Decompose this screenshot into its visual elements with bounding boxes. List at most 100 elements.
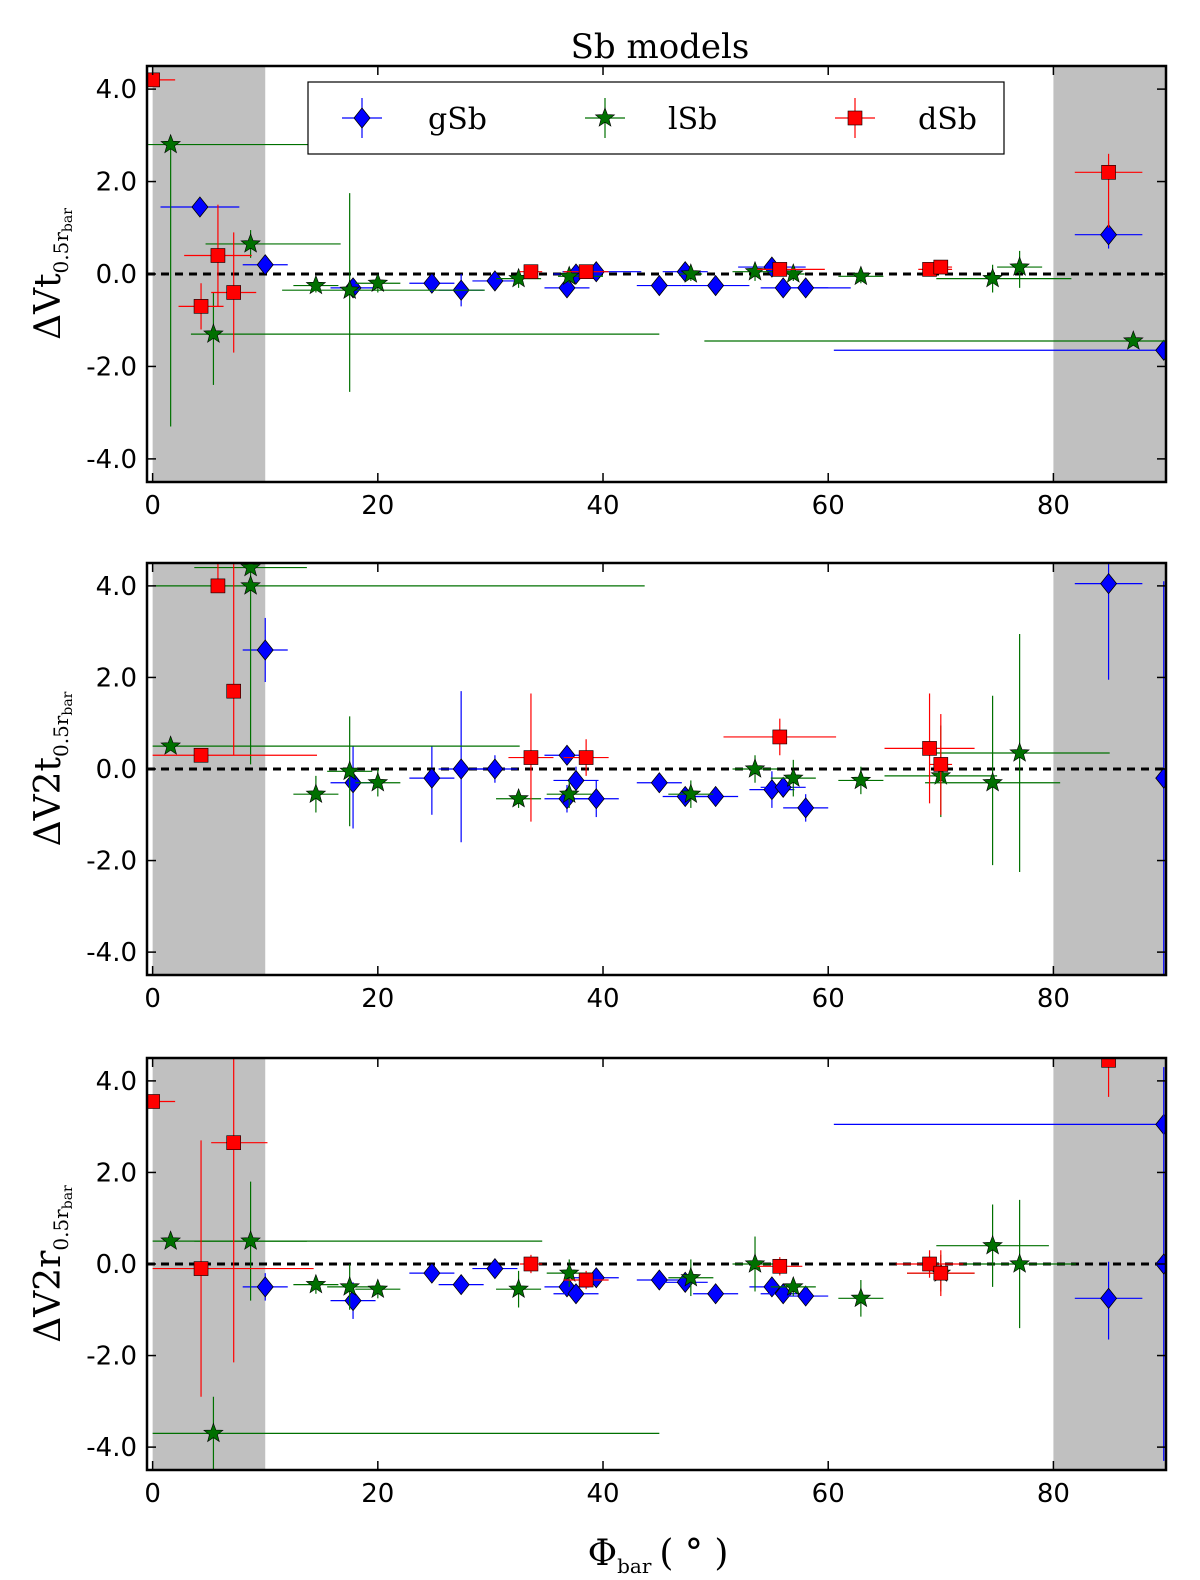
data-point-lSb [339,1276,361,1296]
y-tick-label: 0.0 [96,755,137,785]
data-point-lSb [240,1230,261,1250]
chart-title: Sb models [571,27,750,67]
x-tick-label: 40 [586,984,619,1014]
y-axis-title: ΔV2t0.5rbar [28,691,76,846]
x-tick-label: 20 [361,1479,394,1509]
data-point-lSb [782,1276,804,1296]
y-tick-label: 4.0 [96,572,137,602]
data-point-dSb [1101,165,1116,180]
data-point-dSb [772,262,788,277]
data-point-gSb [707,1283,725,1305]
plot-area [147,563,1166,975]
x-tick-label: 80 [1037,984,1070,1014]
legend-label-dSb: dSb [918,102,977,137]
data-point-dSb [523,750,539,765]
y-axis-title: ΔVt0.5rbar [28,208,76,340]
data-point-gSb [797,1285,815,1307]
data-point-dSb [933,1265,949,1281]
y-axis-title-sub: 0.5r [49,715,73,757]
legend-marker-gSb [353,107,371,129]
data-point-dSb [1101,1058,1116,1068]
x-tick-label: 40 [586,1479,619,1509]
data-point-dSb [147,1094,160,1109]
data-point-dSb [922,1256,937,1272]
panel-1: 0 20 40 60 80 -4.0 -2.0 0.0 2.0 4.0 ΔVt0.5rbar gSb l… [28,64,1168,521]
data-point-gSb [558,277,576,299]
data-point-lSb [240,575,261,595]
data-point-gSb [486,270,504,292]
data-point-gSb [1100,224,1118,246]
data-point-gSb [452,1273,470,1296]
y-tick-label: 2.0 [96,1158,137,1188]
data-point-dSb [226,683,241,699]
errorbar-lSb [152,1396,660,1470]
data-point-dSb [578,750,594,765]
data-point-lSb [680,263,702,283]
y-tick-label: -4.0 [86,938,137,968]
data-point-gSb [1100,1287,1118,1309]
data-point-lSb [508,787,529,808]
x-tick-label: 40 [586,491,619,521]
y-axis-title-subsub: bar [60,1185,76,1209]
data-point-lSb [367,272,389,292]
data-point-lSb [982,267,1003,288]
data-point-gSb [707,785,725,808]
data-point-gSb [423,767,441,789]
data-point-gSb [1100,572,1118,595]
data-point-lSb [558,783,580,803]
legend-marker-dSb [847,110,863,126]
data-point-dSb [523,1256,539,1272]
data-point-dSb [193,747,209,763]
data-point-gSb [567,1283,585,1305]
data-point-gSb [567,769,585,792]
x-tick-label: 60 [812,491,845,521]
data-point-lSb [680,1266,702,1287]
y-axis-title-subsub: bar [60,691,76,715]
data-point-lSb [782,767,804,787]
y-axis-title-main: ΔV2r [28,1250,69,1343]
data-point-gSb [452,758,470,780]
data-point-gSb [650,772,668,794]
data-point-gSb [256,1276,274,1298]
series-lSb [148,133,1166,427]
shaded-region-2 [1053,66,1166,482]
legend-label-lSb: lSb [668,102,717,137]
y-tick-label: 0.0 [96,1250,137,1280]
plot-area [147,1058,1166,1470]
data-point-lSb [558,265,580,286]
data-point-dSb [193,299,209,314]
data-point-gSb [558,744,576,766]
data-point-lSb [203,323,224,343]
data-point-dSb [578,1272,594,1288]
data-point-lSb [850,1287,872,1308]
data-point-lSb [305,783,327,803]
data-point-lSb [367,771,389,792]
data-point-dSb [210,248,226,263]
series-lSb [152,563,1110,872]
y-tick-label: 4.0 [96,1067,137,1097]
errorbar-lSb [282,193,485,392]
legend-label-gSb: gSb [428,102,487,137]
data-point-lSb [160,133,182,154]
y-axis-title-sub: 0.5r [49,232,73,274]
y-axis-title: ΔV2r0.5rbar [28,1185,76,1343]
errorbar-lSb [190,292,660,385]
data-point-lSb [508,1278,529,1298]
series-dSb [152,563,975,822]
data-point-dSb [523,264,539,279]
legend-marker-lSb [594,107,616,127]
series-dSb [147,1058,1116,1397]
data-point-gSb [344,772,362,794]
data-point-lSb [339,760,361,781]
data-point-lSb [982,771,1003,792]
data-point-dSb [193,1261,209,1276]
panel-3: 0 20 40 60 80 -4.0 -2.0 0.0 2.0 4.0 ΔV2r0.5rbar [28,1056,1168,1509]
data-point-dSb [226,1135,241,1150]
data-point-dSb [772,729,788,745]
y-tick-label: -2.0 [86,352,137,382]
y-axis-title-main: ΔV2t [28,756,69,846]
x-tick-label: 80 [1037,1479,1070,1509]
y-tick-label: -2.0 [86,1342,137,1372]
data-point-lSb [240,563,261,577]
